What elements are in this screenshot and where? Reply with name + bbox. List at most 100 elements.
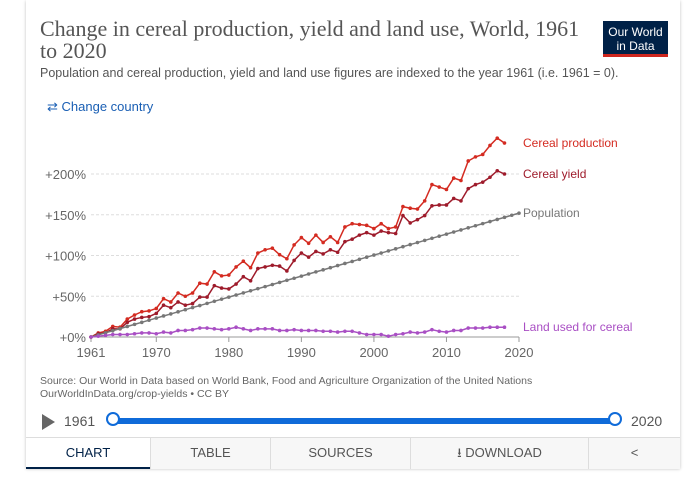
timeline-end-handle[interactable] [608, 412, 622, 426]
data-point [227, 295, 231, 299]
tab-table[interactable]: TABLE [150, 438, 270, 469]
data-point [321, 252, 325, 256]
change-country-button[interactable]: ⇄ Change country [47, 99, 154, 114]
legend-label[interactable]: Population [523, 206, 580, 220]
legend-label[interactable]: Land used for cereal [523, 320, 632, 334]
data-point [183, 307, 188, 312]
data-point [147, 314, 151, 319]
data-point [480, 152, 485, 157]
data-point [125, 332, 130, 337]
data-point [132, 331, 137, 336]
data-point [263, 327, 267, 331]
data-point [473, 326, 478, 330]
data-point [415, 207, 420, 211]
data-point [415, 240, 420, 245]
data-point [393, 247, 398, 251]
data-point [422, 213, 427, 218]
data-point [263, 284, 267, 289]
data-point [328, 265, 333, 270]
data-point [372, 332, 376, 337]
timeline-start-handle[interactable] [106, 412, 120, 426]
data-point [248, 288, 253, 293]
play-icon[interactable] [42, 414, 55, 430]
data-point [190, 327, 195, 332]
data-point [132, 317, 137, 321]
tab-chart[interactable]: CHART [26, 438, 150, 469]
data-point [328, 247, 333, 252]
data-point [292, 258, 296, 263]
owid-logo[interactable]: Our World in Data [603, 21, 668, 57]
data-point [118, 332, 122, 337]
chart-subtitle: Population and cereal production, yield … [40, 66, 619, 80]
data-point [466, 326, 471, 330]
data-point [190, 291, 195, 295]
data-point [314, 233, 318, 237]
data-point [343, 239, 347, 244]
data-point [176, 291, 180, 295]
data-point [125, 317, 130, 321]
data-point [451, 196, 456, 201]
timeline-track[interactable] [112, 418, 616, 424]
data-point [321, 268, 325, 272]
data-point [386, 249, 391, 253]
data-point [314, 270, 318, 274]
data-point [277, 328, 282, 333]
data-point [357, 257, 362, 262]
y-tick-label: +200% [45, 167, 86, 182]
data-point [335, 250, 340, 255]
data-point [379, 332, 383, 337]
data-point [444, 330, 449, 334]
x-tick-label: 1990 [287, 345, 316, 360]
data-point [364, 223, 369, 228]
data-point [205, 282, 209, 286]
data-point [96, 334, 101, 338]
data-point [459, 328, 463, 333]
data-point [343, 329, 347, 334]
data-point [270, 327, 275, 331]
line-chart: +0% +50% +100% +150% +200% 1961 1970 1980 1990 20… [45, 136, 632, 360]
data-point [168, 312, 173, 316]
source-link[interactable]: OurWorldInData.org/crop-yields • CC BY [40, 388, 230, 400]
data-point [183, 328, 188, 333]
data-point [248, 265, 253, 270]
data-point [110, 328, 115, 333]
legend-label[interactable]: Cereal yield [523, 167, 586, 181]
share-icon[interactable]: < [588, 438, 680, 469]
data-point [241, 327, 246, 331]
data-point [147, 309, 151, 313]
data-point [415, 217, 420, 222]
data-point [372, 233, 376, 237]
legend-label[interactable]: Cereal production [523, 136, 618, 150]
data-point [364, 332, 369, 337]
data-point [386, 230, 391, 235]
tab-download[interactable]: ⭳ DOWNLOAD [410, 438, 588, 469]
series-line [90, 137, 505, 338]
chart-card [26, 0, 680, 468]
data-point [256, 266, 260, 271]
data-point [422, 330, 427, 334]
data-point [285, 328, 289, 333]
y-tick-label: +100% [45, 249, 86, 264]
data-point [227, 327, 231, 331]
data-point [415, 331, 420, 335]
data-point [451, 230, 456, 234]
data-point [110, 332, 115, 337]
tab-sources[interactable]: SOURCES [270, 438, 410, 469]
data-point [306, 255, 311, 259]
data-point [299, 328, 304, 333]
timeline: 1961 2020 [40, 410, 680, 434]
data-point [379, 221, 383, 226]
data-point [502, 325, 507, 330]
data-point [466, 225, 471, 230]
data-point [473, 223, 478, 228]
data-point [328, 234, 333, 239]
data-point [154, 316, 159, 320]
data-point [343, 261, 347, 266]
data-point [350, 329, 354, 334]
data-point [154, 331, 159, 336]
data-point [306, 328, 311, 333]
data-point [306, 241, 311, 246]
data-point [198, 295, 202, 299]
data-point [335, 263, 340, 268]
data-point [299, 251, 304, 255]
